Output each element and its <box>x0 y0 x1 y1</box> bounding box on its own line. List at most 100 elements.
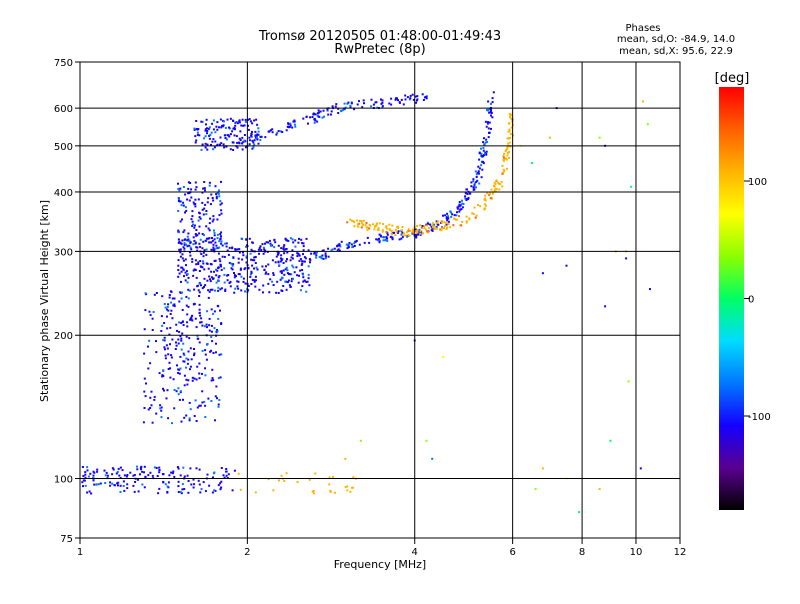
echo-point <box>194 135 197 138</box>
echo-point <box>267 282 270 285</box>
echo-point <box>220 480 223 483</box>
echo-point <box>173 389 176 391</box>
echo-point <box>205 323 208 326</box>
echo-point <box>137 490 140 493</box>
echo-point <box>483 143 486 146</box>
echo-point <box>451 213 454 216</box>
echo-point <box>214 289 216 292</box>
echo-point <box>380 235 382 238</box>
echo-point <box>198 211 200 214</box>
echo-point <box>123 474 126 477</box>
echo-point <box>180 297 183 300</box>
echo-point <box>224 242 227 245</box>
echo-point <box>490 114 492 117</box>
echo-point <box>468 218 471 221</box>
echo-point <box>217 286 220 289</box>
echo-point <box>454 218 457 221</box>
phases-line-o: mean, sd,O: -84.9, 14.0 <box>617 34 735 45</box>
echo-point <box>375 224 378 227</box>
echo-point <box>189 368 191 371</box>
echo-point <box>282 245 285 248</box>
echo-point <box>354 240 357 243</box>
echo-point <box>213 231 216 234</box>
echo-point <box>202 251 205 254</box>
echo-point <box>184 271 187 274</box>
echo-point <box>424 228 427 231</box>
echo-point <box>251 241 254 244</box>
echo-point <box>506 152 509 154</box>
echo-point <box>301 242 304 245</box>
echo-point <box>134 481 137 483</box>
echo-point <box>155 292 158 294</box>
echo-point <box>205 248 208 251</box>
echo-point <box>214 185 217 188</box>
echo-point <box>177 259 180 262</box>
echo-point <box>116 470 119 473</box>
echo-point <box>185 243 188 246</box>
echo-point <box>295 266 298 269</box>
echo-point <box>143 352 146 355</box>
echo-point <box>196 406 199 409</box>
echo-point <box>302 245 305 248</box>
echo-point <box>343 107 346 110</box>
echo-point <box>200 148 203 151</box>
echo-point <box>204 129 207 132</box>
echo-point <box>406 231 409 234</box>
echo-point <box>308 258 311 260</box>
echo-point <box>164 483 167 486</box>
echo-point <box>421 225 424 227</box>
echo-point <box>480 176 483 179</box>
echo-point <box>502 171 505 174</box>
echo-point <box>278 264 281 267</box>
echo-point <box>219 288 222 291</box>
echo-point <box>281 131 284 133</box>
echo-point <box>180 492 183 495</box>
echo-point <box>184 211 186 214</box>
echo-point <box>319 255 322 258</box>
echo-point <box>273 238 276 241</box>
echo-point <box>167 417 170 420</box>
echo-point <box>207 267 210 270</box>
echo-point <box>458 201 461 203</box>
echo-point <box>419 233 422 236</box>
echo-point <box>501 164 504 167</box>
echo-point <box>187 305 190 308</box>
echo-point <box>213 229 215 232</box>
echo-point <box>357 225 360 228</box>
echo-point <box>211 288 214 291</box>
echo-point <box>257 248 260 251</box>
echo-point <box>188 337 191 340</box>
echo-point <box>259 245 262 248</box>
echo-point <box>199 321 202 324</box>
echo-point <box>440 229 443 232</box>
colorbar-tick-label: 100 <box>748 177 767 188</box>
echo-point <box>190 248 193 251</box>
echo-point <box>210 143 212 146</box>
echo-point <box>351 219 353 222</box>
echo-point <box>198 362 201 365</box>
echo-point <box>164 306 167 309</box>
echo-point <box>461 220 464 223</box>
echo-point <box>197 479 200 482</box>
echo-point <box>531 162 533 165</box>
echo-point <box>263 268 266 271</box>
echo-point <box>487 136 490 139</box>
echo-point <box>485 153 488 155</box>
echo-point <box>406 235 409 238</box>
echo-point <box>212 243 215 246</box>
echo-point <box>218 353 221 356</box>
echo-point <box>155 340 157 343</box>
echo-point <box>426 230 429 233</box>
echo-point <box>321 116 324 119</box>
echo-point <box>231 264 234 267</box>
echo-point <box>220 180 222 183</box>
echo-point <box>197 289 200 292</box>
echo-point <box>456 211 458 214</box>
echo-point <box>383 236 386 239</box>
echo-point <box>218 240 221 243</box>
y-tick-label: 100 <box>54 475 73 486</box>
echo-point <box>262 284 265 287</box>
echo-point <box>222 474 225 477</box>
